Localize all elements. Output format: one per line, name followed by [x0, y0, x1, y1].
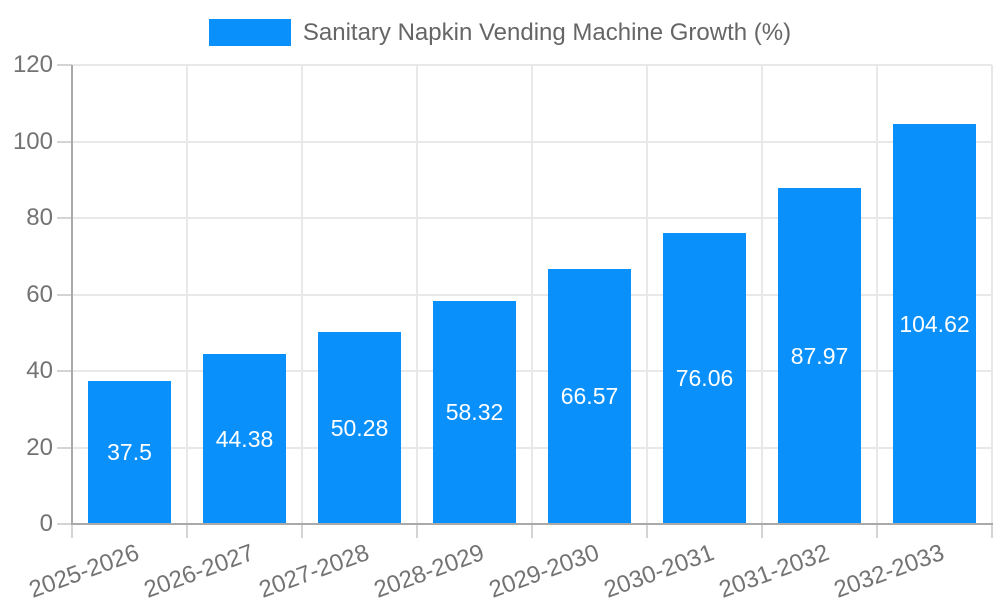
bar-value-label: 37.5: [107, 439, 152, 465]
legend-label: Sanitary Napkin Vending Machine Growth (…: [302, 19, 792, 46]
legend-item[interactable]: Sanitary Napkin Vending Machine Growth (…: [208, 19, 792, 46]
bar-value-label: 50.28: [330, 414, 389, 441]
x-tick: [646, 524, 648, 538]
bar[interactable]: 66.57: [548, 269, 631, 524]
x-tick: [71, 524, 73, 538]
x-gridline: [186, 65, 188, 524]
x-tick: [186, 524, 188, 538]
x-tick: [301, 524, 303, 538]
x-tick: [991, 524, 993, 538]
legend: Sanitary Napkin Vending Machine Growth (…: [0, 19, 1000, 46]
x-gridline: [301, 65, 303, 524]
plot-area: 37.5 44.38 50.28 58.32 66.57 76.06 87.97 104.62: [72, 64, 993, 524]
x-gridline: [991, 65, 993, 524]
y-tick: [57, 64, 72, 66]
x-tick-label: 2031-2032: [715, 539, 833, 600]
y-tick: [57, 446, 72, 449]
x-gridline: [761, 65, 763, 524]
bar[interactable]: 37.5: [88, 381, 171, 524]
y-tick-label: 120: [12, 51, 53, 78]
x-tick-label: 2025-2026: [25, 539, 143, 600]
x-gridline: [416, 65, 418, 524]
bar-value-label: 87.97: [790, 342, 849, 369]
x-gridline: [876, 65, 878, 524]
x-tick-label: 2030-2031: [600, 539, 718, 600]
bar-value-label: 104.62: [899, 310, 970, 337]
bar[interactable]: 87.97: [778, 188, 861, 524]
bar-value-label: 44.38: [215, 425, 274, 452]
bar-value-label: 66.57: [560, 383, 619, 409]
y-tick: [57, 140, 72, 143]
x-gridline: [646, 65, 648, 524]
bar-value-label: 58.32: [445, 399, 504, 425]
y-tick-label: 0: [39, 510, 53, 537]
x-tick-label: 2032-2033: [830, 539, 948, 600]
bar[interactable]: 76.06: [663, 233, 746, 524]
y-tick-label: 60: [26, 280, 53, 308]
y-tick: [57, 523, 72, 525]
x-tick-label: 2027-2028: [255, 539, 373, 600]
x-axis-line: [71, 523, 993, 525]
x-tick: [876, 524, 878, 538]
x-tick: [531, 524, 533, 538]
x-tick: [416, 524, 418, 538]
bar[interactable]: 50.28: [318, 332, 401, 524]
y-tick: [57, 217, 72, 219]
x-gridline: [531, 65, 533, 524]
y-tick-label: 20: [26, 433, 53, 461]
y-tick-label: 40: [26, 357, 53, 384]
y-tick-label: 80: [26, 204, 53, 231]
bar[interactable]: 44.38: [203, 354, 286, 524]
x-tick-label: 2026-2027: [140, 539, 258, 600]
legend-swatch: [208, 19, 291, 46]
x-tick: [761, 524, 763, 538]
y-tick: [57, 370, 72, 372]
y-tick: [57, 293, 72, 296]
x-tick-label: 2028-2029: [370, 539, 488, 600]
y-axis-line: [71, 65, 73, 525]
bar[interactable]: 104.62: [893, 124, 976, 524]
bar-value-label: 76.06: [675, 365, 734, 391]
y-tick-label: 100: [12, 127, 53, 155]
bar[interactable]: 58.32: [433, 301, 516, 524]
x-tick-label: 2029-2030: [485, 539, 603, 600]
